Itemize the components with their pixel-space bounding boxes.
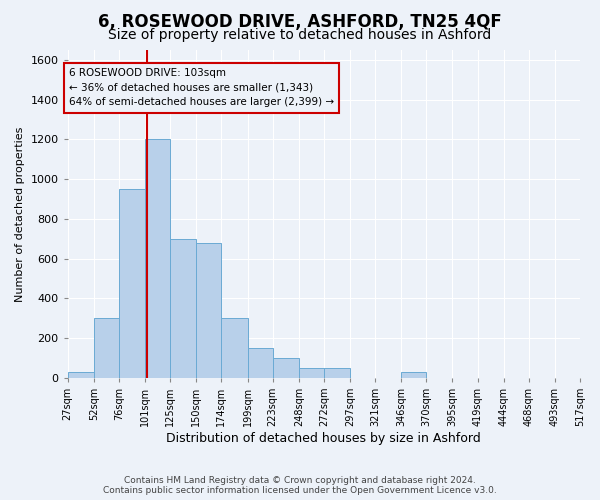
Bar — [248, 348, 272, 378]
Bar — [145, 140, 170, 378]
Text: Size of property relative to detached houses in Ashford: Size of property relative to detached ho… — [109, 28, 491, 42]
Bar — [299, 368, 324, 378]
X-axis label: Distribution of detached houses by size in Ashford: Distribution of detached houses by size … — [166, 432, 481, 445]
Bar — [221, 318, 248, 378]
Bar — [401, 372, 427, 378]
Text: 6 ROSEWOOD DRIVE: 103sqm
← 36% of detached houses are smaller (1,343)
64% of sem: 6 ROSEWOOD DRIVE: 103sqm ← 36% of detach… — [69, 68, 334, 108]
Bar — [170, 239, 196, 378]
Bar — [119, 189, 145, 378]
Y-axis label: Number of detached properties: Number of detached properties — [15, 126, 25, 302]
Bar — [272, 358, 299, 378]
Text: 6, ROSEWOOD DRIVE, ASHFORD, TN25 4QF: 6, ROSEWOOD DRIVE, ASHFORD, TN25 4QF — [98, 12, 502, 30]
Bar — [324, 368, 350, 378]
Bar — [68, 372, 94, 378]
Text: Contains HM Land Registry data © Crown copyright and database right 2024.
Contai: Contains HM Land Registry data © Crown c… — [103, 476, 497, 495]
Bar — [196, 243, 221, 378]
Bar — [94, 318, 119, 378]
